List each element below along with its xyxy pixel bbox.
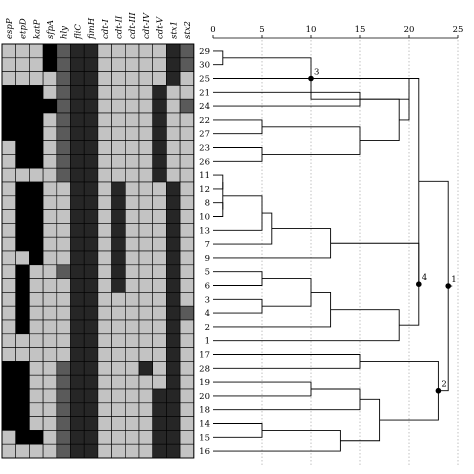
leaf-label: 11 bbox=[199, 171, 210, 181]
leaf-label: 3 bbox=[205, 295, 210, 305]
dendrogram-branch bbox=[213, 271, 263, 286]
gene-label-cdt-III: cdt-III bbox=[128, 12, 138, 39]
dendrogram-branch bbox=[360, 98, 400, 142]
gene-label-cdt-II: cdt-II bbox=[114, 15, 124, 39]
leaf-label: 10 bbox=[199, 213, 210, 223]
leaf-label: 15 bbox=[199, 433, 210, 443]
leaf-label: 16 bbox=[199, 447, 210, 457]
dendrogram-branch bbox=[360, 360, 439, 421]
leaf-label: 17 bbox=[199, 351, 210, 361]
gene-label-stx2: stx2 bbox=[183, 21, 193, 39]
gene-label-hly: hly bbox=[60, 26, 70, 39]
dendrogram-branch bbox=[213, 291, 332, 328]
leaf-label: 24 bbox=[199, 102, 210, 112]
dendrogram-branch bbox=[213, 119, 263, 135]
leaf-label: 26 bbox=[199, 157, 210, 167]
cluster-node-label: 1 bbox=[451, 275, 456, 285]
leaf-label: 13 bbox=[199, 226, 210, 236]
cluster-node-label: 4 bbox=[422, 273, 427, 283]
dendrogram-branch bbox=[213, 202, 224, 217]
leaf-label: 12 bbox=[199, 185, 210, 195]
dendrogram-branch bbox=[213, 212, 273, 245]
dendrogram-branch bbox=[330, 242, 420, 326]
leaf-label: 18 bbox=[199, 406, 210, 416]
leaf-label: 23 bbox=[199, 144, 210, 154]
gene-label-etpD: etpD bbox=[19, 18, 29, 39]
leaf-label: 22 bbox=[199, 116, 210, 126]
leaf-label: 19 bbox=[199, 378, 210, 388]
axis-tick-label: 5 bbox=[259, 25, 264, 35]
leaf-label: 29 bbox=[199, 47, 210, 57]
leaf-label: 30 bbox=[199, 61, 210, 71]
virulence-gene-heatmap: espP etpD katP sfpA hly fliC fimH cdt-I cdt-II cd… bbox=[1, 12, 195, 459]
dendrogram-branch bbox=[213, 195, 263, 231]
gene-label-cdt-I: cdt-I bbox=[101, 19, 111, 39]
dendrogram-branch bbox=[213, 388, 361, 411]
leaf-label: 6 bbox=[205, 282, 210, 292]
leaf-label: 7 bbox=[205, 240, 210, 250]
leaf-label: 2 bbox=[205, 323, 210, 333]
gene-label-fliC: fliC bbox=[73, 24, 83, 40]
gene-label-espP: espP bbox=[5, 18, 15, 39]
leaf-label: 21 bbox=[199, 88, 210, 98]
leaf-label: 20 bbox=[199, 392, 210, 402]
cluster-node-marker bbox=[308, 75, 314, 82]
leaf-label: 4 bbox=[205, 309, 210, 319]
axis-tick-label: 25 bbox=[453, 25, 464, 35]
axis-tick-label: 10 bbox=[306, 25, 317, 35]
dendrogram-branch bbox=[213, 298, 263, 314]
dendrogram-branch bbox=[213, 174, 224, 190]
gene-label-fimH: fimH bbox=[87, 17, 97, 40]
cluster-node-label: 2 bbox=[441, 380, 446, 390]
dendrogram-branch bbox=[213, 423, 263, 438]
cluster-node-label: 3 bbox=[314, 68, 319, 78]
dendrogram-branch bbox=[213, 354, 361, 369]
leaf-label: 28 bbox=[199, 364, 210, 374]
leaf-label: 14 bbox=[199, 420, 210, 430]
dendrogram-branch bbox=[213, 147, 263, 162]
leaf-label: 5 bbox=[205, 268, 210, 278]
axis-tick-label: 15 bbox=[355, 25, 366, 35]
gene-label-cdt-IV: cdt-IV bbox=[142, 12, 152, 39]
leaf-label: 1 bbox=[205, 337, 210, 347]
leaf-label: 25 bbox=[199, 75, 210, 85]
axis-tick-label: 20 bbox=[404, 25, 415, 35]
leaf-label: 27 bbox=[199, 130, 210, 140]
heatmap-border bbox=[1, 43, 195, 459]
dendrogram-branch bbox=[213, 309, 400, 342]
leaf-label: 9 bbox=[205, 254, 210, 264]
gene-label-sfpA: sfpA bbox=[46, 20, 56, 39]
cluster-node-marker bbox=[435, 387, 442, 394]
dendrogram-branch bbox=[418, 180, 449, 392]
dendrogram-branch bbox=[311, 78, 420, 285]
cluster-node-marker bbox=[445, 283, 452, 289]
leaf-label: 8 bbox=[205, 199, 210, 209]
dendrogram-branch bbox=[213, 429, 341, 452]
dendrogram-branch bbox=[213, 50, 224, 66]
dendrogram-branch bbox=[262, 126, 361, 155]
dendrogram-branch bbox=[262, 278, 312, 307]
cluster-node-marker bbox=[416, 281, 422, 288]
axis-tick-label: 0 bbox=[210, 25, 215, 35]
gene-label-cdt-V: cdt-V bbox=[156, 16, 166, 39]
gene-label-stx1: stx1 bbox=[169, 21, 179, 39]
gene-label-katP: katP bbox=[32, 19, 42, 39]
